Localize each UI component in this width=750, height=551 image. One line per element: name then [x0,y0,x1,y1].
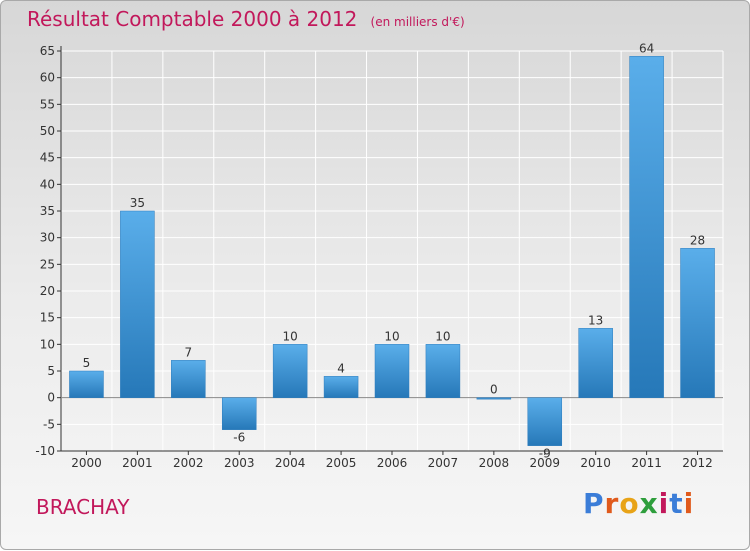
logo-letter: x [639,487,659,520]
x-tick-label: 2009 [529,456,560,470]
bar-value-label: 10 [435,329,450,343]
bar-2012 [680,248,715,398]
y-tick-label: 60 [40,71,55,85]
logo-letter: r [604,487,620,520]
bar-value-label: 10 [283,329,298,343]
bar-value-label: -6 [233,431,245,445]
y-tick-label: 0 [47,391,55,405]
x-tick-label: 2011 [631,456,662,470]
y-tick-label: 15 [40,311,55,325]
y-tick-label: 65 [40,44,55,58]
x-tick-label: 2004 [275,456,306,470]
bar-value-label: 13 [588,313,603,327]
bar-value-label: 35 [130,196,145,210]
y-tick-label: 25 [40,257,55,271]
y-tick-label: 45 [40,151,55,165]
y-tick-label: 20 [40,284,55,298]
bar-2011 [629,56,664,398]
bar-2000 [69,370,104,398]
y-tick-label: 30 [40,231,55,245]
bar-2010 [578,328,613,398]
bar-2003 [221,397,257,430]
x-tick-label: 2002 [173,456,204,470]
bar-value-label: 28 [690,233,705,247]
bar-2007 [425,344,461,398]
bar-2005 [323,376,359,398]
bar-value-label: 5 [83,356,91,370]
bar-value-label: 0 [490,383,498,397]
y-tick-label: 35 [40,204,55,218]
chart-title: Résultat Comptable 2000 à 2012 [27,7,358,31]
bar-value-label: 64 [639,41,654,55]
bar-value-label: 7 [184,345,192,359]
y-tick-label: 10 [40,337,55,351]
logo-letter: o [619,487,640,520]
bar-2008 [476,397,512,400]
chart-title-block: Résultat Comptable 2000 à 2012 (en milli… [27,7,465,31]
bar-2004 [272,344,308,398]
logo-letter: i [658,487,670,520]
x-tick-label: 2010 [580,456,611,470]
y-tick-label: 5 [47,364,55,378]
y-tick-label: 50 [40,124,55,138]
x-tick-label: 2001 [122,456,153,470]
bar-2006 [374,344,410,398]
chart-subtitle: (en milliers d'€) [370,15,465,29]
bar-2009 [527,397,563,446]
y-tick-label: 55 [40,97,55,111]
logo-letter: P [583,487,605,520]
y-tick-label: 40 [40,177,55,191]
x-tick-label: 2007 [428,456,459,470]
x-tick-label: 2006 [377,456,408,470]
x-tick-label: 2005 [326,456,357,470]
x-tick-label: 2008 [479,456,510,470]
y-tick-label: -5 [43,417,55,431]
logo-letter: t [669,487,684,520]
bar-value-label: 10 [384,329,399,343]
x-tick-label: 2000 [71,456,102,470]
logo-letter: i [683,487,695,520]
y-tick-label: -10 [35,444,55,458]
x-tick-label: 2012 [682,456,713,470]
bar-2001 [120,210,155,398]
proxiti-logo[interactable]: Proxiti [583,487,694,520]
x-tick-label: 2003 [224,456,255,470]
bar-2002 [171,360,206,398]
place-name: BRACHAY [36,495,130,519]
bar-value-label: 4 [337,361,345,375]
